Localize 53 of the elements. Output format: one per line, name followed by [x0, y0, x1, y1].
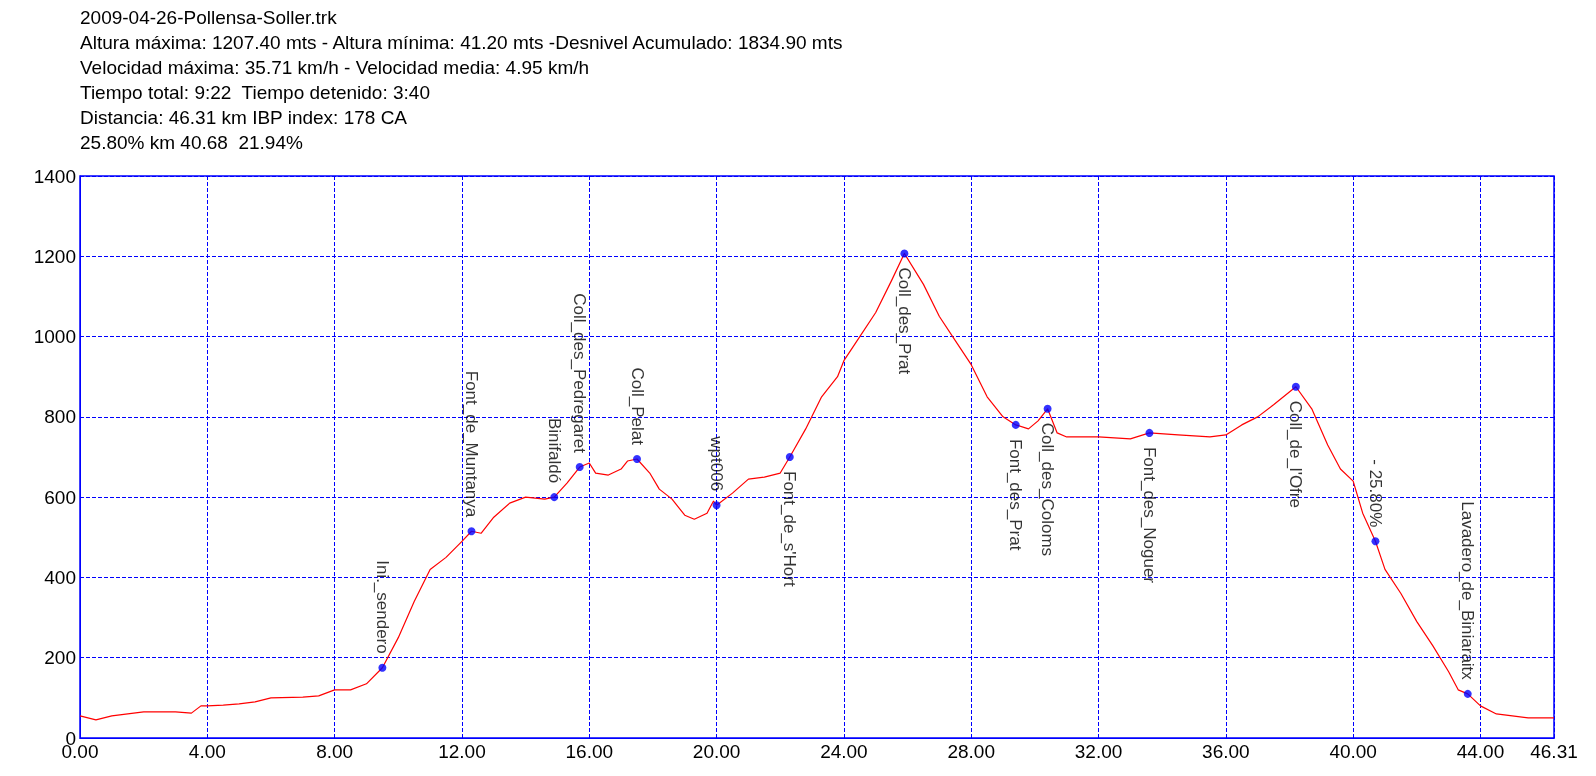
- x-tick-label: 40.00: [1329, 741, 1377, 762]
- x-tick-label: 16.00: [565, 741, 614, 762]
- point: [575, 463, 584, 472]
- x-tick-label: 24.00: [820, 741, 868, 762]
- point: [467, 527, 476, 536]
- annotation: Coll_des_Pedregaret: [570, 293, 590, 454]
- x-tick-label: 46.31: [1530, 741, 1578, 762]
- x-tick-label: 32.00: [1074, 741, 1123, 762]
- y-tick-label: 200: [44, 647, 76, 669]
- x-tick-label: 28.00: [947, 741, 995, 762]
- point: [785, 453, 794, 461]
- chart-title: 2009-04-26-Pollensa-Soller.trk: [80, 7, 338, 28]
- point: [1371, 537, 1380, 546]
- text: Altura máxima: 1207.40 mts - Altura mínima: 41.20 mts -Desnivel Acumulado: 1834.90 mts: [80, 32, 843, 53]
- y-tick-label: 1400: [33, 165, 76, 187]
- annotation: wpt006: [707, 435, 727, 492]
- point: [1463, 689, 1472, 698]
- x-tick-label: 44.00: [1456, 741, 1505, 762]
- annotation: Coll_des_Prat: [894, 267, 914, 375]
- x-tick-label: 20.00: [692, 741, 741, 762]
- annotation: Ini._sendero: [372, 560, 392, 654]
- y-tick-label: 1000: [33, 326, 76, 348]
- annotation: Lavadero_de_Biniaraitx: [1458, 501, 1478, 681]
- annotation: Coll_de_l'Ofre: [1286, 400, 1306, 508]
- point: [1291, 382, 1300, 391]
- point: [712, 501, 721, 510]
- annotation: Font_des_Noguer: [1139, 446, 1159, 584]
- x-tick-label: 12.00: [438, 741, 486, 762]
- annotation: Font_des_Prat: [1006, 438, 1026, 551]
- text: Tiempo total: 9:22 Tiempo detenido: 3:40: [80, 82, 430, 103]
- point: [1145, 428, 1154, 437]
- text: 25.80% km 40.68 21.94%: [80, 132, 303, 153]
- annotation: Coll_des_Coloms: [1038, 422, 1058, 557]
- point: [378, 663, 387, 672]
- x-tick-label: 8.00: [316, 741, 354, 762]
- x-tick-label: 4.00: [188, 741, 226, 762]
- point: [1011, 420, 1020, 429]
- annotation: Binifaldó: [544, 417, 564, 484]
- text: Distancia: 46.31 km IBP index: 178 CA: [80, 107, 408, 128]
- y-tick-label: 1200: [33, 245, 76, 267]
- text: Velocidad máxima: 35.71 km/h - Velocidad media: 4.95 km/h: [80, 57, 590, 78]
- point: [1043, 404, 1052, 413]
- y-tick-label: 400: [44, 566, 76, 588]
- annotation: Font_de_Muntanya: [462, 370, 481, 518]
- x-tick-label: 36.00: [1202, 741, 1250, 762]
- point: [633, 455, 642, 463]
- annotation: Coll_Pelat: [627, 367, 647, 446]
- annotation: - 25.80%: [1365, 459, 1385, 528]
- y-tick-label: 600: [44, 486, 76, 508]
- point: [900, 249, 909, 258]
- y-tick-label: 800: [44, 406, 76, 428]
- annotation: Font_de_s'Hort: [780, 471, 800, 587]
- point: [550, 493, 559, 502]
